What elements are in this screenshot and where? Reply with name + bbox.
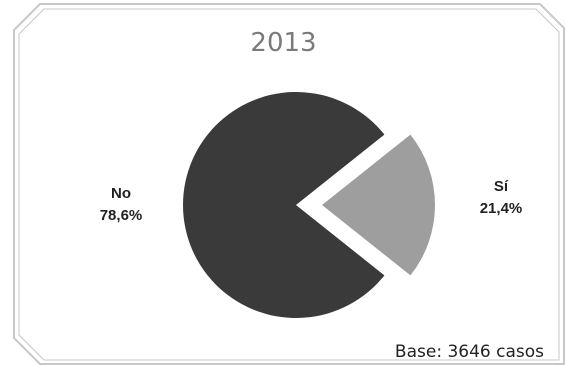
slice-name-si: Sí: [493, 178, 509, 195]
slice-name-no: No: [111, 185, 131, 202]
base-note: Base: 3646 casos: [394, 342, 544, 362]
slice-label-no: No 78,6%: [86, 183, 156, 227]
slice-label-si: Sí 21,4%: [466, 176, 536, 220]
pie-slice-no: [183, 92, 385, 318]
pie-slice-si: [322, 134, 435, 276]
chart-title: 2013: [250, 28, 317, 58]
slice-value-si: 21,4%: [479, 200, 523, 217]
slice-value-no: 78,6%: [99, 207, 143, 224]
